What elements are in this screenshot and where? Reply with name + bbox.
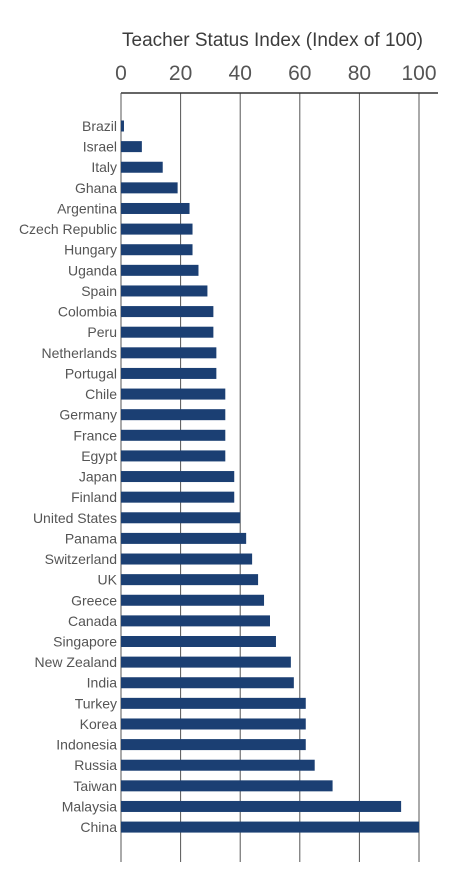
gridlines	[180, 93, 420, 862]
category-label: Finland	[71, 489, 117, 505]
bar	[121, 285, 208, 297]
bar	[121, 182, 178, 194]
category-label: Hungary	[64, 242, 117, 258]
bar	[121, 326, 214, 338]
category-label: Turkey	[75, 695, 117, 711]
category-label: Canada	[68, 613, 117, 629]
bar	[121, 615, 270, 627]
category-label: Egypt	[81, 448, 117, 464]
category-label: Uganda	[68, 262, 117, 278]
category-label: Indonesia	[56, 737, 117, 753]
bar	[121, 780, 333, 792]
x-tick-label: 20	[169, 62, 192, 85]
x-axis-title: Teacher Status Index (Index of 100)	[122, 30, 423, 51]
x-tick-label: 80	[348, 62, 371, 85]
bar	[121, 697, 306, 709]
bar	[121, 800, 402, 812]
category-label: Japan	[79, 469, 117, 485]
bar	[121, 759, 315, 771]
category-label: Russia	[74, 757, 117, 773]
category-label: UK	[98, 572, 118, 588]
bar	[121, 264, 199, 276]
category-label: Spain	[81, 283, 117, 299]
bar	[121, 677, 294, 689]
category-labels: Brazil Israel Italy Ghana Argentina Czech Rep…	[19, 118, 118, 835]
bar	[121, 161, 163, 173]
category-label: Czech Republic	[19, 221, 117, 237]
category-label: Chile	[85, 386, 117, 402]
category-label: Netherlands	[42, 345, 118, 361]
category-label: Taiwan	[73, 778, 117, 794]
bar	[121, 636, 276, 647]
bar	[121, 141, 142, 153]
bar	[121, 718, 306, 730]
bar	[121, 429, 226, 441]
category-label: Korea	[80, 716, 118, 732]
bar	[121, 223, 193, 235]
bar	[121, 347, 217, 359]
category-label: Germany	[59, 407, 117, 423]
category-label: Ghana	[75, 180, 117, 196]
category-label: Argentina	[57, 200, 117, 216]
bar	[121, 471, 235, 483]
bar	[121, 450, 226, 462]
category-label: Brazil	[82, 118, 117, 134]
category-label: China	[80, 819, 117, 835]
category-label: Singapore	[53, 634, 117, 650]
bar	[121, 120, 124, 132]
category-label: Greece	[71, 592, 117, 608]
bar	[121, 388, 226, 400]
category-label: New Zealand	[35, 654, 118, 670]
bar	[121, 202, 190, 214]
bars	[121, 120, 419, 833]
x-tick-label: 40	[229, 62, 252, 85]
bar	[121, 553, 253, 565]
category-label: Israel	[83, 139, 117, 155]
bar	[121, 739, 306, 751]
category-label: France	[73, 427, 117, 443]
category-label: Colombia	[58, 304, 117, 320]
category-label: India	[87, 675, 118, 691]
bar	[121, 574, 259, 586]
bar	[121, 594, 265, 606]
bar	[121, 409, 226, 421]
x-tick-label: 0	[115, 62, 127, 85]
category-label: Switzerland	[45, 551, 117, 567]
bar	[121, 512, 241, 524]
x-tick-label: 60	[288, 62, 311, 85]
bar	[121, 306, 214, 318]
x-tick-label: 100	[401, 62, 436, 85]
x-tick-labels: 0 20 40 60 80 100	[115, 62, 436, 85]
bar	[121, 656, 291, 668]
category-label: Italy	[91, 159, 117, 175]
category-label: Panama	[65, 530, 117, 546]
category-label: Malaysia	[62, 798, 117, 814]
bar	[121, 367, 217, 379]
category-label: Peru	[87, 324, 117, 340]
bar	[121, 244, 193, 256]
bar	[121, 821, 419, 833]
category-label: United States	[33, 510, 117, 526]
bar	[121, 491, 235, 503]
category-label: Portugal	[65, 365, 117, 381]
bar	[121, 532, 247, 544]
